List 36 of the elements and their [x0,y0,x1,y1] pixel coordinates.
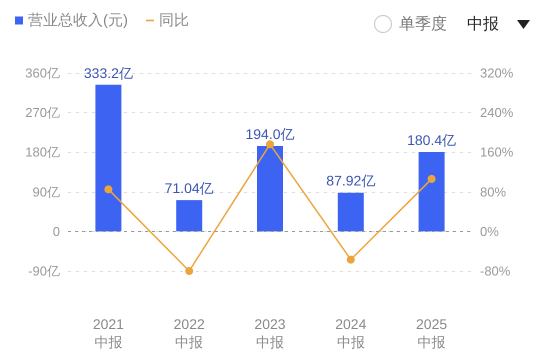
x-tick-label: 2023 中报 [254,316,286,350]
x-tick-label: 2022 中报 [174,316,205,350]
data-label: 194.0亿 [245,126,295,142]
y2-tick-label: -80% [480,264,511,278]
point [346,256,355,264]
y2-tick-label: 160% [480,144,514,160]
point [266,140,274,148]
text: 单季度 [399,14,447,34]
y-tick-label: 90亿 [32,184,60,200]
y2-tick-label: 320% [480,66,514,80]
y2-tick-label: 80% [480,184,506,200]
y-tick-label: 360亿 [25,66,60,80]
y-tick-label: 270亿 [25,105,60,120]
y2-tick-label: 240% [480,105,514,120]
legend-label: 营业总收入(元) [28,12,128,29]
text: 中报 [467,14,499,34]
y-tick-label: 0 [52,224,60,239]
point [104,185,112,194]
point [185,267,194,275]
data-label: 333.2亿 [84,64,133,81]
legend-label: 同比 [158,12,189,29]
x-tick-label: 2021 中报 [92,316,124,350]
data-label: 180.4亿 [407,132,456,148]
y2-tick-label: 0% [480,224,500,239]
y-tick-label: -90亿 [28,264,60,278]
data-label: 87.92亿 [326,172,376,189]
y-tick-label: 180亿 [25,144,60,160]
bar [338,192,364,232]
bar [95,84,122,232]
bar [257,146,283,232]
x-tick-label: 2025 中报 [416,316,448,350]
bar [418,152,445,232]
bar [176,200,202,232]
x-tick-label: 2024 中报 [335,316,367,350]
point [428,174,436,183]
data-label: 71.04亿 [164,180,214,196]
